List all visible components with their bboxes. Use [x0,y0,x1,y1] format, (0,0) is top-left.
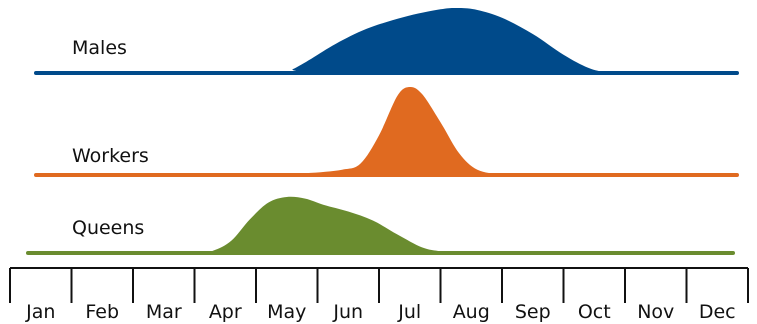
month-label-dec: Dec [699,301,736,323]
month-label-oct: Oct [578,301,611,323]
males-area [36,7,737,74]
month-label-feb: Feb [85,301,119,323]
month-label-jul: Jul [397,301,421,323]
workers-area [36,86,737,176]
queens-label: Queens [72,217,144,239]
queens-area [28,196,733,254]
month-label-nov: Nov [637,301,674,323]
month-label-aug: Aug [453,301,490,323]
workers-label: Workers [72,145,149,167]
month-label-apr: Apr [209,301,242,323]
month-label-mar: Mar [146,301,182,323]
month-label-jan: Jan [25,301,55,323]
males-label: Males [72,37,127,59]
month-label-sep: Sep [515,301,551,323]
month-label-may: May [267,301,306,323]
month-label-jun: Jun [332,301,363,323]
